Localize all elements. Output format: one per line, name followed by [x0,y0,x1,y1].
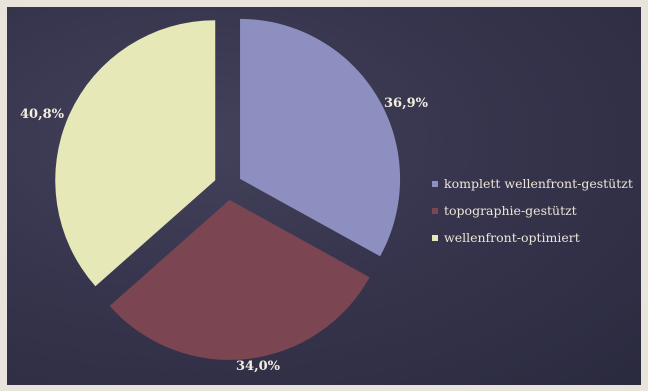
pie-slice-2 [109,199,370,360]
legend-label-3: wellenfront-optimiert [444,230,580,245]
pie-slice-1 [240,18,401,257]
slice-value-label-3: 40,8% [20,107,65,122]
legend-swatch-1 [432,181,438,187]
pie-slices [55,18,401,360]
percent-labels: 36,9% 34,0% 40,8% [20,96,429,374]
legend-label-2: topographie-gestützt [444,203,577,218]
legend-swatch-2 [432,208,438,214]
slice-value-label-2: 34,0% [236,359,281,374]
legend: komplett wellenfront-gestützt topographie… [432,176,633,245]
legend-swatch-3 [432,235,438,241]
legend-label-1: komplett wellenfront-gestützt [444,176,633,191]
slice-value-label-1: 36,9% [384,96,429,111]
pie-slice-3 [55,20,216,287]
